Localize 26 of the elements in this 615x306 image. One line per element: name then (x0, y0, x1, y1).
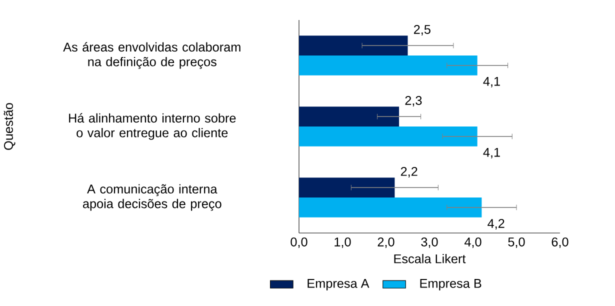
x-tick-label: 1,0 (334, 237, 351, 248)
data-label: 2,2 (400, 166, 418, 178)
data-label: 2,5 (414, 24, 430, 36)
data-label: 4,1 (483, 148, 500, 158)
bar (299, 178, 395, 198)
data-label: 4,1 (483, 76, 500, 88)
x-tick-label: 6,0 (552, 237, 568, 248)
bar (299, 126, 478, 146)
bar (299, 55, 478, 76)
x-tick-label: 0,0 (290, 237, 308, 248)
y-tick-label: A comunicação interna apoia decisões de preço (82, 184, 222, 211)
x-tick-label: 5,0 (508, 237, 525, 248)
x-tick-label: 4,0 (464, 237, 482, 248)
data-label: 4,2 (488, 218, 504, 230)
bar (299, 36, 408, 56)
x-tick-label: 2,0 (378, 237, 394, 248)
y-tick-label: Há alinhamento interno sobre o valor entregue ao cliente (69, 113, 236, 140)
bar (299, 197, 482, 218)
bar (299, 106, 400, 126)
y-axis-title: Questão (4, 103, 16, 150)
legend-label: Empresa B (420, 279, 482, 290)
y-tick-label: As áreas envolvidas colaboram na definição de preços (63, 42, 240, 69)
x-axis-title: Escala Likert (394, 254, 466, 264)
data-label: 2,3 (405, 96, 422, 106)
legend-label: Empresa A (308, 279, 370, 290)
x-tick-label: 3,0 (421, 237, 438, 248)
